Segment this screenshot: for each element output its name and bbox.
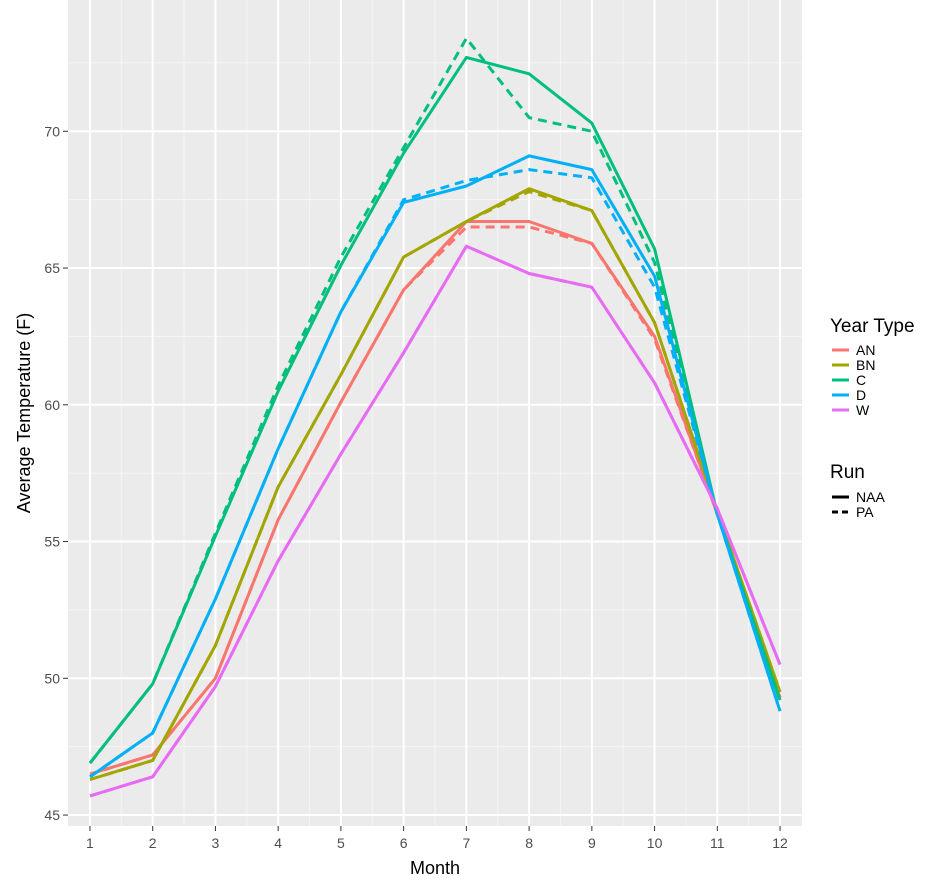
x-tick-label: 5: [337, 835, 345, 851]
y-axis-ticks: 45 50 55 60 65 70: [44, 123, 68, 823]
legend-label-an: AN: [856, 342, 875, 358]
legend-label-naa: NAA: [856, 489, 885, 505]
x-tick-label: 1: [86, 835, 94, 851]
series-line-d-pa: [89, 168, 782, 779]
x-tick-label: 7: [462, 835, 470, 851]
x-tick-label: 6: [400, 835, 408, 851]
x-tick-label: 9: [588, 835, 596, 851]
minor-gridlines: [68, 0, 802, 826]
series-line-w-pa: [89, 244, 782, 798]
x-tick-label: 12: [772, 835, 788, 851]
series-line-c-pa: [88, 36, 782, 765]
legend-label-w: W: [856, 402, 870, 418]
y-axis-title: Average Temperature (F): [14, 313, 34, 513]
x-tick-label: 10: [647, 835, 663, 851]
legend-title-run: Run: [830, 462, 865, 483]
legend-label-c: C: [856, 372, 866, 388]
y-tick-label: 45: [44, 807, 60, 823]
legend-label-pa: PA: [856, 504, 874, 520]
x-tick-label: 2: [149, 835, 157, 851]
y-tick-label: 65: [44, 260, 60, 276]
x-axis-title: Month: [410, 858, 460, 878]
x-tick-label: 3: [212, 835, 220, 851]
y-tick-label: 55: [44, 534, 60, 550]
series-line-c-naa: [88, 55, 782, 765]
series-lines: [88, 36, 782, 798]
legend-label-d: D: [856, 387, 866, 403]
series-line-bn-pa: [89, 190, 782, 781]
y-tick-label: 50: [44, 670, 60, 686]
y-tick-label: 70: [44, 123, 60, 139]
legend-title-year-type: Year Type: [830, 316, 915, 337]
x-tick-label: 8: [525, 835, 533, 851]
x-tick-label: 11: [710, 835, 725, 851]
series-line-an-naa: [89, 220, 782, 776]
legend-label-bn: BN: [856, 357, 875, 373]
x-axis-ticks: 1 2 3 4 5 6 7 8 9 10 11 12: [86, 826, 788, 851]
x-tick-label: 4: [274, 835, 282, 851]
y-tick-label: 60: [44, 397, 60, 413]
